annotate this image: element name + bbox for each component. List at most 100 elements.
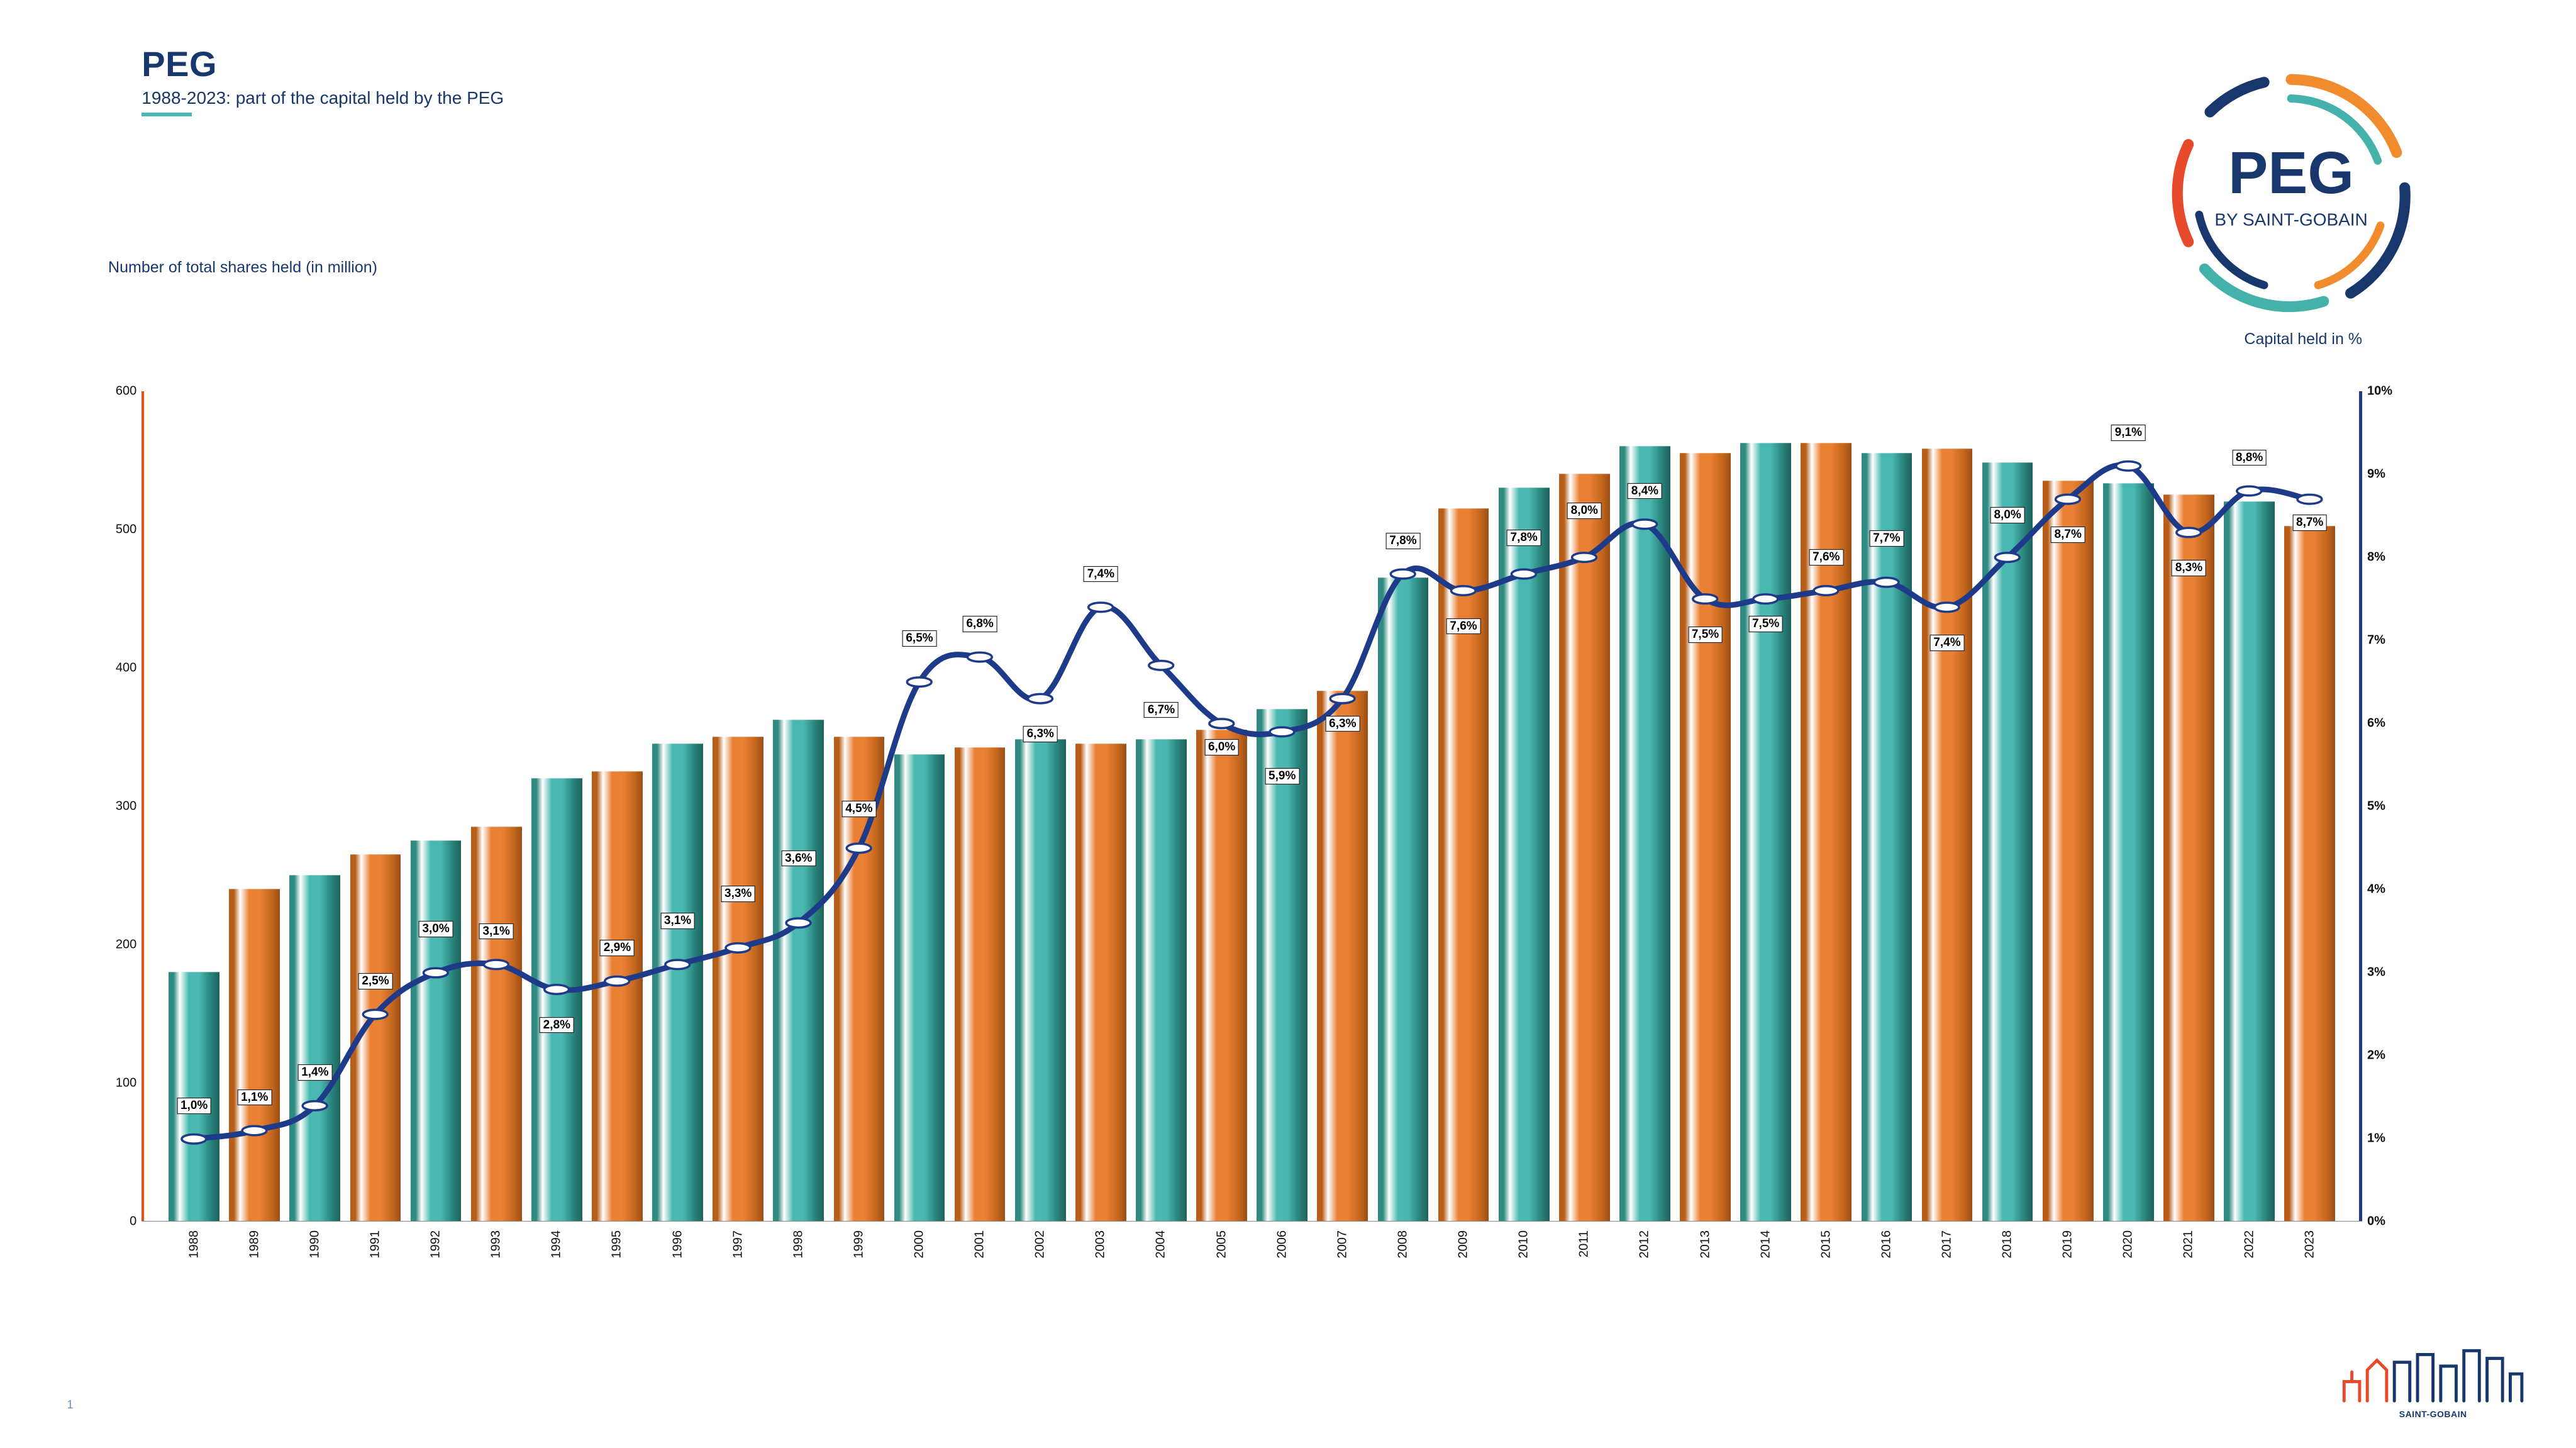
line-data-label: 8,7% <box>2051 526 2085 543</box>
y2-tick: 10% <box>2362 384 2392 398</box>
line-data-label: 7,4% <box>1930 635 1965 651</box>
line-marker <box>242 1126 267 1135</box>
line-marker <box>1028 694 1053 703</box>
line-marker <box>1391 569 1416 579</box>
line-layer <box>142 391 2362 1222</box>
x-tick-label: 2017 <box>1940 1230 1954 1259</box>
line-marker <box>1693 594 1718 603</box>
line-marker <box>1330 694 1355 703</box>
x-tick-label: 1997 <box>731 1230 745 1259</box>
line-marker <box>1209 719 1234 728</box>
line-data-label: 7,5% <box>1748 616 1783 632</box>
line-data-label: 1,0% <box>177 1098 211 1114</box>
line-marker <box>847 844 871 853</box>
x-tick-label: 2012 <box>1638 1230 1652 1259</box>
x-tick-label: 2002 <box>1033 1230 1048 1259</box>
line-data-label: 2,9% <box>600 940 635 956</box>
x-tick-label: 2009 <box>1457 1230 1471 1259</box>
peg-logo: PEG BY SAINT-GOBAIN <box>2156 58 2426 328</box>
line-marker <box>303 1101 327 1110</box>
line-data-label: 8,7% <box>2292 515 2327 531</box>
y2-tick: 8% <box>2362 550 2385 564</box>
line-data-label: 7,7% <box>1869 530 1904 547</box>
x-tick-label: 2023 <box>2302 1230 2317 1259</box>
line-data-label: 1,4% <box>297 1064 332 1081</box>
line-marker <box>1572 552 1597 562</box>
line-marker <box>1814 586 1838 595</box>
saint-gobain-logo-text: SAINT-GOBAIN <box>2336 1409 2529 1419</box>
y1-tick: 300 <box>116 799 142 813</box>
line-data-label: 6,0% <box>1204 739 1239 755</box>
x-tick-label: 2019 <box>2061 1230 2075 1259</box>
y2-tick: 1% <box>2362 1132 2385 1146</box>
y2-tick: 2% <box>2362 1049 2385 1063</box>
line-data-label: 8,3% <box>2172 560 2206 576</box>
chart-area: 1,0%1,1%1,4%2,5%3,0%3,1%2,8%2,9%3,1%3,3%… <box>142 391 2362 1369</box>
line-data-label: 2,8% <box>540 1017 574 1033</box>
line-data-label: 7,8% <box>1507 530 1541 546</box>
line-marker <box>968 652 992 662</box>
line-marker <box>2177 528 2201 537</box>
line-marker <box>424 968 448 977</box>
x-tick-label: 2021 <box>2182 1230 2196 1259</box>
line-data-label: 6,3% <box>1325 716 1360 732</box>
line-data-label: 6,3% <box>1023 726 1058 742</box>
line-data-label: 6,5% <box>902 630 937 647</box>
line-data-label: 8,8% <box>2232 450 2267 466</box>
line-marker <box>2297 494 2322 504</box>
x-tick-label: 1994 <box>550 1230 564 1259</box>
x-tick-label: 2014 <box>1758 1230 1773 1259</box>
y2-tick: 5% <box>2362 799 2385 813</box>
line-data-label: 3,0% <box>419 921 453 937</box>
line-marker <box>1633 520 1657 529</box>
line-marker <box>2056 494 2080 504</box>
x-tick-label: 2007 <box>1335 1230 1350 1259</box>
x-tick-label: 2008 <box>1396 1230 1410 1259</box>
x-tick-label: 2006 <box>1275 1230 1289 1259</box>
page-subtitle: 1988-2023: part of the capital held by t… <box>142 88 1687 108</box>
line-marker <box>1452 586 1476 595</box>
line-data-label: 6,7% <box>1144 702 1179 718</box>
accent-bar <box>142 113 192 116</box>
line-data-label: 1,1% <box>237 1089 272 1106</box>
x-tick-label: 1998 <box>791 1230 806 1259</box>
line-data-label: 3,3% <box>721 886 755 902</box>
x-tick-label: 2004 <box>1154 1230 1169 1259</box>
x-tick-label: 1996 <box>670 1230 685 1259</box>
line-data-label: 3,6% <box>781 850 816 867</box>
page-title: PEG <box>142 43 1687 84</box>
x-tick-label: 1992 <box>429 1230 443 1259</box>
x-tick-label: 2018 <box>2001 1230 2015 1259</box>
line-marker <box>1512 569 1536 579</box>
page-number: 1 <box>67 1398 73 1412</box>
y1-tick: 500 <box>116 522 142 537</box>
line-data-label: 3,1% <box>479 923 514 940</box>
x-tick-label: 1999 <box>852 1230 866 1259</box>
x-tick-label: 1990 <box>308 1230 322 1259</box>
y2-axis-label: Capital held in % <box>2244 330 2362 348</box>
y1-tick: 600 <box>116 384 142 398</box>
line-marker <box>545 984 569 994</box>
line-data-label: 7,4% <box>1084 566 1118 582</box>
plot-area: 1,0%1,1%1,4%2,5%3,0%3,1%2,8%2,9%3,1%3,3%… <box>142 391 2362 1222</box>
line-marker <box>2237 486 2262 496</box>
x-tick-label: 2000 <box>913 1230 927 1259</box>
y1-tick: 100 <box>116 1076 142 1091</box>
x-tick-label: 2005 <box>1214 1230 1229 1259</box>
x-tick-label: 1995 <box>610 1230 625 1259</box>
x-tick-label: 2001 <box>973 1230 987 1259</box>
line-marker <box>665 960 690 969</box>
line-data-label: 6,8% <box>963 616 997 632</box>
peg-logo-subtext: BY SAINT-GOBAIN <box>2215 210 2368 230</box>
line-marker <box>1149 660 1174 670</box>
y1-axis-label: Number of total shares held (in million) <box>108 258 377 277</box>
x-tick-label: 2003 <box>1094 1230 1108 1259</box>
line-marker <box>1753 594 1778 603</box>
slide-header: PEG 1988-2023: part of the capital held … <box>142 43 1687 116</box>
line-marker <box>2116 461 2141 471</box>
x-tick-label: 2013 <box>1698 1230 1713 1259</box>
line-marker <box>605 976 630 986</box>
x-tick-label: 1989 <box>247 1230 262 1259</box>
line-marker <box>1270 727 1294 737</box>
line-marker <box>726 943 750 952</box>
